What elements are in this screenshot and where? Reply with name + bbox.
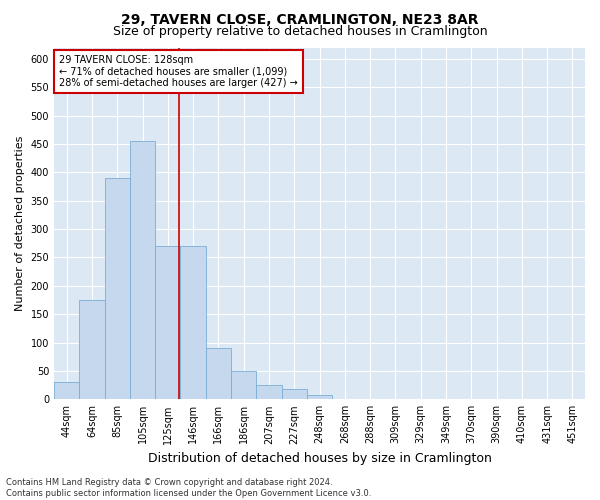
Bar [484, 398, 509, 400]
Bar [560, 398, 585, 400]
Bar [155, 246, 181, 400]
Bar [307, 395, 332, 400]
Bar [206, 348, 231, 400]
Text: Contains HM Land Registry data © Crown copyright and database right 2024.
Contai: Contains HM Land Registry data © Crown c… [6, 478, 371, 498]
Bar [281, 389, 307, 400]
Bar [383, 398, 408, 400]
Bar [79, 300, 104, 400]
Bar [332, 398, 358, 400]
Bar [535, 398, 560, 400]
Y-axis label: Number of detached properties: Number of detached properties [15, 136, 25, 311]
Text: Size of property relative to detached houses in Cramlington: Size of property relative to detached ho… [113, 25, 487, 38]
Bar [231, 371, 256, 400]
Bar [433, 398, 458, 400]
Bar [104, 178, 130, 400]
Text: 29 TAVERN CLOSE: 128sqm
← 71% of detached houses are smaller (1,099)
28% of semi: 29 TAVERN CLOSE: 128sqm ← 71% of detache… [59, 54, 298, 88]
Text: 29, TAVERN CLOSE, CRAMLINGTON, NE23 8AR: 29, TAVERN CLOSE, CRAMLINGTON, NE23 8AR [121, 12, 479, 26]
Bar [130, 141, 155, 400]
X-axis label: Distribution of detached houses by size in Cramlington: Distribution of detached houses by size … [148, 452, 491, 465]
Bar [256, 385, 281, 400]
Bar [54, 382, 79, 400]
Bar [181, 246, 206, 400]
